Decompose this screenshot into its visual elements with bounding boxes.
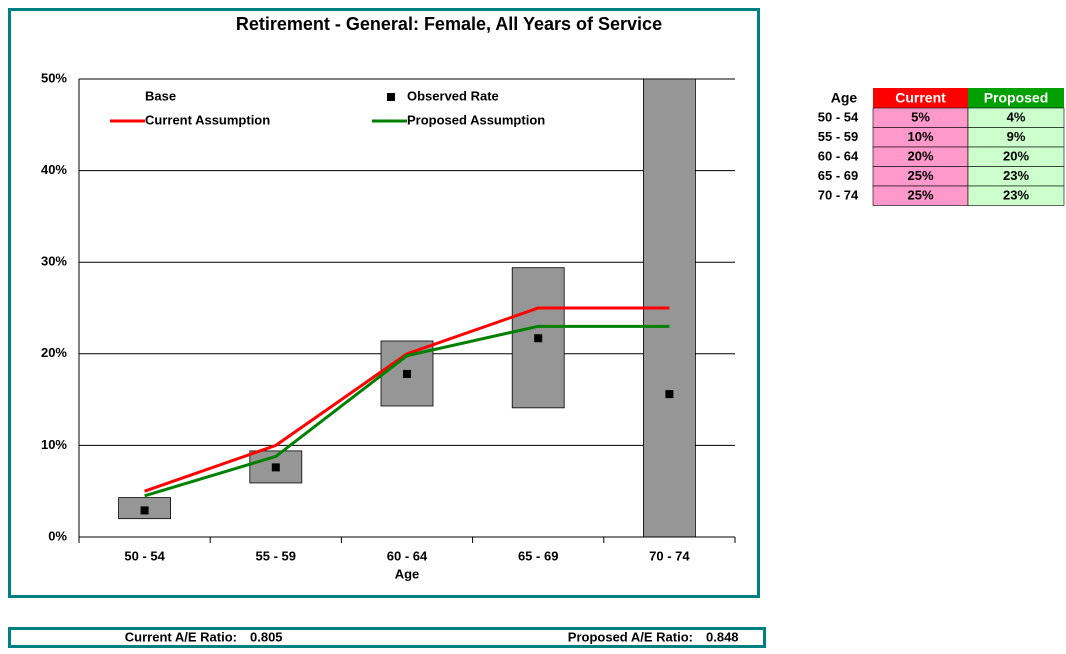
table-cell-text: 25% [907, 168, 933, 183]
table-cell-text: 25% [907, 187, 933, 202]
observed-marker [140, 506, 149, 515]
table-cell [967, 185, 1065, 206]
assumption-line [144, 306, 670, 493]
table-header: Age [831, 90, 858, 106]
table-cell-text: 10% [907, 129, 933, 144]
table-cell-text: 70 - 74 [818, 187, 859, 202]
legend-label: Base [145, 88, 176, 103]
table-cell-text: 23% [1003, 187, 1029, 202]
table-header-cell [873, 88, 968, 108]
observed-marker [271, 463, 280, 472]
x-tick-label: 70 - 74 [649, 548, 690, 563]
legend-label: Proposed Assumption [407, 112, 545, 127]
legend-label: Observed Rate [407, 88, 499, 103]
footer-frame [8, 627, 766, 648]
table-cell-text: 23% [1003, 168, 1029, 183]
table-cell-text: 60 - 64 [818, 148, 859, 163]
table-cell-text: 9% [1007, 129, 1026, 144]
x-tick-label: 50 - 54 [124, 548, 165, 563]
observed-marker [534, 334, 543, 343]
x-tick-label: 60 - 64 [387, 548, 428, 563]
x-tick-label: 65 - 69 [518, 548, 558, 563]
table-header: Current [895, 90, 946, 106]
table-cell-text: 4% [1007, 109, 1026, 124]
legend-label: Current Assumption [145, 112, 270, 127]
y-tick-label: 30% [41, 254, 67, 269]
chart-title: Retirement - General: Female, All Years … [236, 14, 662, 34]
footer-label: Current A/E Ratio: [125, 629, 237, 644]
table-cell-text: 5% [911, 109, 930, 124]
footer-label: Proposed A/E Ratio: [568, 629, 693, 644]
table-cell-text: 20% [1003, 148, 1029, 163]
table-cell-text: 20% [907, 148, 933, 163]
assumption-line [144, 324, 670, 498]
y-tick-label: 20% [41, 345, 67, 360]
y-tick-label: 40% [41, 162, 67, 177]
x-axis-title: Age [395, 566, 420, 581]
x-tick-label: 55 - 59 [256, 548, 296, 563]
y-tick-label: 50% [41, 70, 67, 85]
table-cell-text: 65 - 69 [818, 168, 858, 183]
chart-frame [8, 8, 760, 598]
table-header: Proposed [984, 90, 1049, 106]
observed-marker [403, 369, 411, 378]
table-header-cell [968, 88, 1064, 108]
observed-marker [665, 390, 674, 399]
plot-area [118, 79, 696, 537]
y-tick-label: 0% [48, 528, 67, 543]
table-cell-text: 50 - 54 [818, 109, 859, 124]
y-tick-label: 10% [41, 437, 67, 452]
footer-value: 0.805 [250, 629, 283, 644]
legend-marker [387, 93, 395, 101]
table-cell-text: 55 - 59 [818, 129, 858, 144]
footer-value: 0.848 [706, 629, 739, 644]
